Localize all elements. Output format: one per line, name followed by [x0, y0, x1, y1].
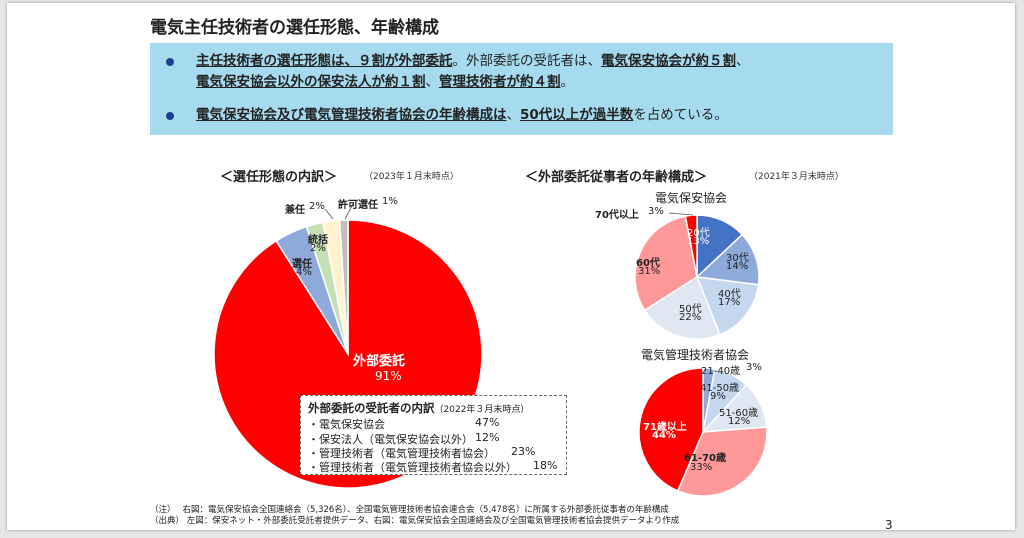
- legend-value: 18%: [533, 459, 558, 472]
- pie-1-slice-2: [695, 276, 760, 336]
- label-51-60-pct: 12%: [728, 416, 751, 427]
- page-number: 3: [885, 518, 893, 532]
- label-50s-name: 50代: [679, 304, 702, 315]
- label-senin-pct: 4%: [296, 267, 312, 278]
- legend-value: 12%: [475, 431, 500, 444]
- label-40s-name: 40代: [718, 289, 741, 300]
- summary-bullet-2-text: 電気保安協会及び電気管理技術者協会の年齢構成は、50代以上が過半数を占めている。: [196, 105, 728, 126]
- pie-1-slice-3: [643, 275, 721, 340]
- label-71-name: 71歳以上: [643, 422, 687, 433]
- leader-line-kyoka: [344, 203, 354, 220]
- contractor-breakdown-box: 外部委託の受託者の内訳（2022年３月末時点） ・電気保安協会 47% ・保安法…: [300, 395, 567, 475]
- leader-line-kennin: [324, 208, 334, 220]
- text-run: 電気保安協会以外の保安法人が約１割: [196, 74, 426, 90]
- pie-1-slice-4: [634, 215, 698, 312]
- bullet-dot-icon: [166, 112, 174, 120]
- label-50s-pct: 22%: [679, 312, 702, 323]
- text-run: を占めている。: [633, 107, 728, 123]
- pie-2-slice-4: [638, 367, 704, 492]
- label-20s-pct: 13%: [687, 236, 710, 247]
- label-tokatsu-name: 統括: [308, 235, 328, 246]
- bullet-dot-icon: [166, 58, 174, 66]
- legend-row: ・管理技術者（電気管理技術者協会）: [308, 447, 495, 460]
- legend-title: 外部委託の受託者の内訳（2022年３月末時点）: [308, 401, 530, 415]
- pie-2-slice-3: [676, 426, 768, 497]
- legend-row: ・保安法人（電気保安協会以外）: [308, 433, 473, 446]
- label-gaibu-pct: 91%: [375, 369, 402, 383]
- text-run: 、: [506, 107, 521, 123]
- label-70s-name: 70代以上: [595, 210, 639, 221]
- text-run: 管理技術者が約４割: [439, 74, 561, 90]
- legend-row: ・管理技術者（電気管理技術者協会以外）: [308, 461, 517, 474]
- page-title: 電気主任技術者の選任形態、年齢構成: [150, 18, 439, 38]
- label-41-50-pct: 9%: [710, 391, 726, 402]
- leader-line-70s: [668, 212, 694, 216]
- pie-1-slice-1: [695, 233, 760, 286]
- summary-box: 主任技術者の選任形態は、９割が外部委託。外部委託の受託者は、電気保安協会が約５割…: [150, 43, 893, 135]
- footnote-source: （出典） 左図：保安ネット・外部委託受託者提供データ、右図：電気保安協会全国連絡…: [150, 516, 680, 526]
- label-21-40-name: 21-40歳: [701, 366, 741, 377]
- label-tokatsu-pct: 2%: [310, 243, 326, 254]
- text-run: 。外部委託の受託者は、: [452, 53, 602, 69]
- summary-bullet-1-line2: 電気保安協会以外の保安法人が約１割、管理技術者が約４割。: [196, 72, 574, 93]
- left-section-note: （2023年１月末時点）: [364, 172, 459, 182]
- pie-0-slice-4: [338, 219, 349, 355]
- text-run: 電気保安協会及び電気管理技術者協会の年齢構成は: [196, 107, 507, 123]
- label-60s-pct: 31%: [638, 266, 661, 277]
- label-kyoka-pct: 1%: [382, 196, 398, 207]
- label-gaibu-name: 外部委託: [353, 354, 406, 369]
- summary-bullet-1-line1: 主任技術者の選任形態は、９割が外部委託。外部委託の受託者は、電気保安協会が約５割…: [196, 51, 750, 72]
- text-run: 主任技術者の選任形態は、９割が外部委託: [196, 53, 453, 69]
- label-30s-name: 30代: [726, 253, 749, 264]
- chart-title-kanri: 電気管理技術者協会: [641, 348, 750, 362]
- text-run: 50代以上が過半数: [520, 107, 634, 123]
- text-run: 、: [736, 53, 750, 69]
- legend-value: 23%: [511, 445, 536, 458]
- label-40s-pct: 17%: [718, 297, 741, 308]
- text-run: 、: [425, 74, 440, 90]
- label-60s-name: 60代: [636, 258, 660, 269]
- legend-value: 47%: [475, 416, 500, 429]
- label-30s-pct: 14%: [726, 261, 749, 272]
- label-41-50-name: 41-50歳: [700, 383, 740, 394]
- text-run: 電気保安協会が約５割: [601, 53, 736, 69]
- label-71-pct: 44%: [652, 430, 676, 441]
- pie-charts-canvas: [213, 203, 768, 497]
- text-run: 。: [560, 74, 575, 90]
- label-kyoka-name: 許可選任: [338, 200, 378, 211]
- label-61-70-name: 61-70歳: [684, 453, 726, 464]
- left-section-title: ＜選任形態の内訳＞: [220, 170, 338, 185]
- label-70s-pct: 3%: [648, 206, 664, 217]
- right-section-note: （2021年３月末時点）: [749, 172, 844, 182]
- slide: 電気主任技術者の選任形態、年齢構成 主任技術者の選任形態は、９割が外部委託。外部…: [7, 3, 1015, 532]
- chart-title-hoan: 電気保安協会: [655, 191, 728, 205]
- pie-1-slice-5: [684, 214, 698, 278]
- label-kennin-pct: 2%: [309, 201, 325, 212]
- label-20s-name: 20代: [687, 228, 710, 239]
- label-51-60-name: 51-60歳: [719, 408, 759, 419]
- label-61-70-pct: 33%: [690, 462, 713, 473]
- right-section-title: ＜外部委託従事者の年齢構成＞: [525, 170, 708, 185]
- label-21-40-pct: 3%: [746, 362, 762, 373]
- label-senin-name: 選任: [292, 259, 312, 270]
- legend-row: ・電気保安協会: [308, 418, 385, 431]
- label-kennin-name: 兼任: [285, 205, 305, 216]
- footnote-note: （注） 右図：電気保安協会全国連絡会（5,326名）、全国電気管理技術者協会連合…: [150, 505, 669, 515]
